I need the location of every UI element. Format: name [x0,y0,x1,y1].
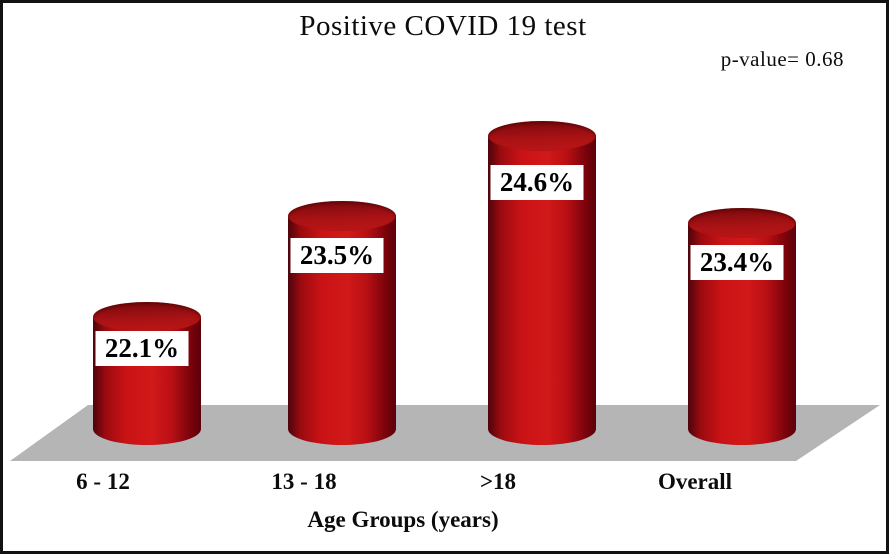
x-axis-tick-label-6-12: 6 - 12 [76,469,130,494]
bar-value-label: 22.1% [95,331,189,366]
bar-cylinder-over-18: 24.6% [488,121,596,445]
bar-cylinder-13-18: 23.5% [288,201,396,445]
bar-value-label: 24.6% [490,165,584,200]
cylinder-top [688,208,796,238]
bar-value-label: 23.4% [690,245,784,280]
cylinder-top [288,201,396,231]
bar-cylinder-6-12: 22.1% [93,302,201,445]
bar-cylinder-overall: 23.4% [688,208,796,445]
chart-title: Positive COVID 19 test [299,10,587,42]
bar-value-label: 23.5% [290,238,384,273]
x-axis-title: Age Groups (years) [307,507,499,532]
cylinder-top [93,302,201,332]
x-axis-tick-label-13-18: 13 - 18 [271,469,337,494]
cylinder-top [488,121,596,151]
x-axis-tick-label-over-18: >18 [479,469,517,494]
x-axis-tick-label-overall: Overall [657,469,733,494]
p-value-annotation: p-value= 0.68 [720,47,844,71]
